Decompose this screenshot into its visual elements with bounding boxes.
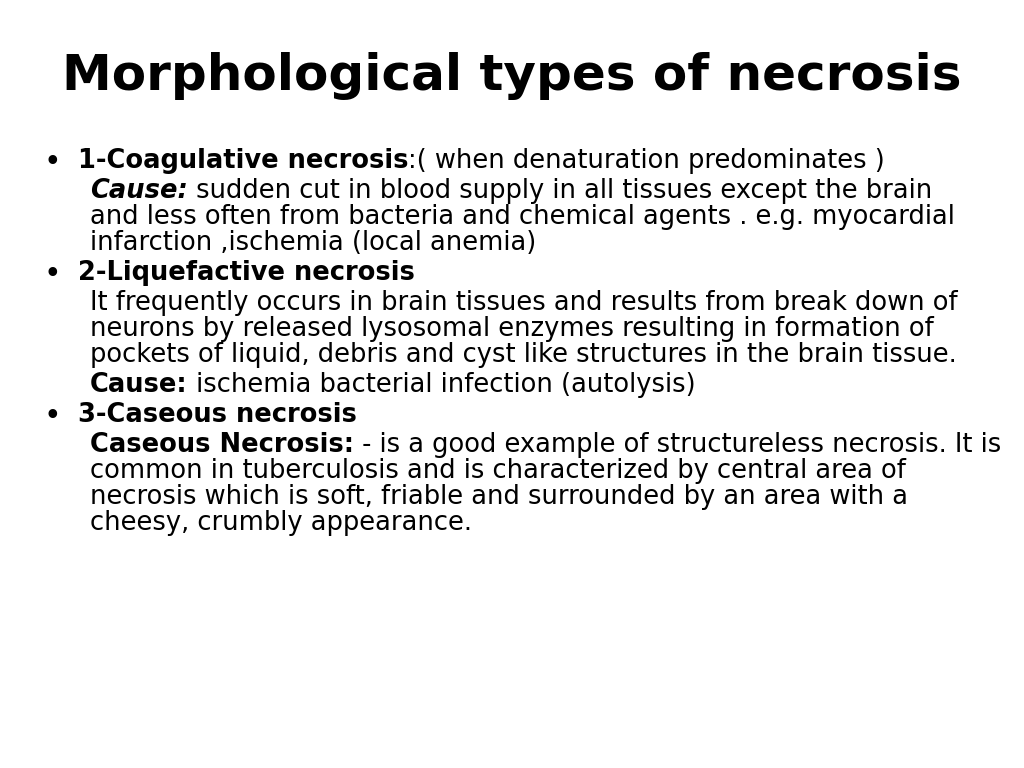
- Text: and less often from bacteria and chemical agents . e.g. myocardial: and less often from bacteria and chemica…: [90, 204, 954, 230]
- Text: infarction ,ischemia (local anemia): infarction ,ischemia (local anemia): [90, 230, 537, 256]
- Text: necrosis which is soft, friable and surrounded by an area with a: necrosis which is soft, friable and surr…: [90, 484, 908, 510]
- Text: •: •: [43, 148, 60, 177]
- Text: •: •: [43, 402, 60, 431]
- Text: sudden cut in blood supply in all tissues except the brain: sudden cut in blood supply in all tissue…: [187, 178, 932, 204]
- Text: ischemia bacterial infection (autolysis): ischemia bacterial infection (autolysis): [187, 372, 695, 398]
- Text: common in tuberculosis and is characterized by central area of: common in tuberculosis and is characteri…: [90, 458, 906, 484]
- Text: •: •: [43, 260, 60, 289]
- Text: 1-Coagulative necrosis: 1-Coagulative necrosis: [78, 148, 409, 174]
- Text: Caseous Necrosis:: Caseous Necrosis:: [90, 432, 354, 458]
- Text: - is a good example of structureless necrosis. It is: - is a good example of structureless nec…: [354, 432, 1001, 458]
- Text: cheesy, crumbly appearance.: cheesy, crumbly appearance.: [90, 510, 472, 536]
- Text: Morphological types of necrosis: Morphological types of necrosis: [62, 52, 962, 100]
- Text: 2-Liquefactive necrosis: 2-Liquefactive necrosis: [78, 260, 415, 286]
- Text: :( when denaturation predominates ): :( when denaturation predominates ): [409, 148, 886, 174]
- Text: It frequently occurs in brain tissues and results from break down of: It frequently occurs in brain tissues an…: [90, 290, 957, 316]
- Text: 3-Caseous necrosis: 3-Caseous necrosis: [78, 402, 357, 428]
- Text: pockets of liquid, debris and cyst like structures in the brain tissue.: pockets of liquid, debris and cyst like …: [90, 342, 956, 368]
- Text: Cause:: Cause:: [90, 178, 187, 204]
- Text: neurons by released lysosomal enzymes resulting in formation of: neurons by released lysosomal enzymes re…: [90, 316, 934, 342]
- Text: Cause:: Cause:: [90, 372, 187, 398]
